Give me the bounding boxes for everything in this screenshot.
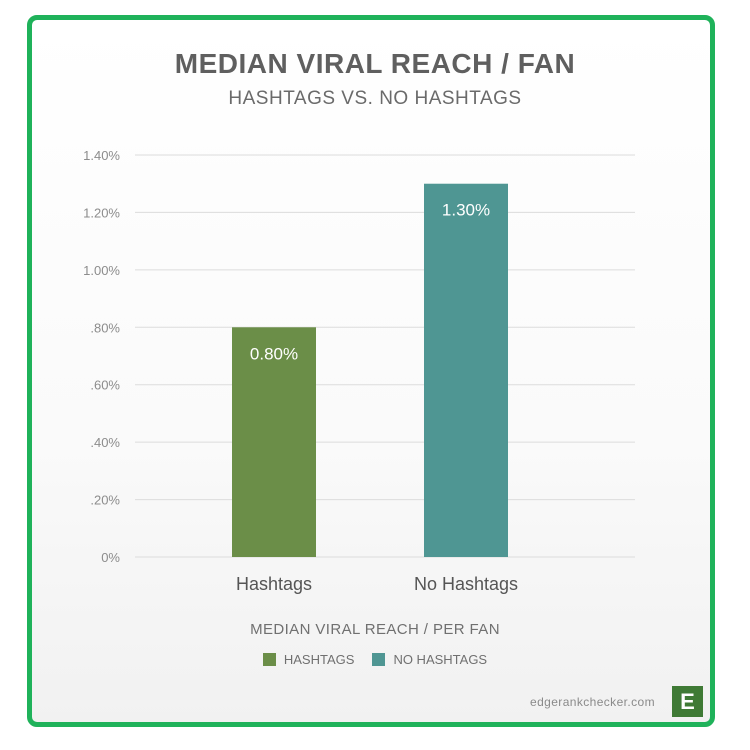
chart-frame bbox=[27, 15, 715, 727]
y-tick-label: .40% bbox=[90, 435, 120, 450]
gridlines bbox=[135, 154, 635, 558]
bar-no-hashtags bbox=[424, 183, 508, 557]
x-axis-ticks: Hashtags No Hashtags bbox=[236, 574, 518, 594]
legend: HASHTAGS NO HASHTAGS bbox=[0, 652, 750, 667]
y-tick-label: 1.20% bbox=[83, 205, 120, 220]
chart-title: MEDIAN VIRAL REACH / FAN bbox=[174, 48, 576, 79]
legend-swatch-no-hashtags bbox=[372, 653, 386, 666]
y-axis-ticks: 0% .20% .40% .60% .80% 1.00% 1.20% 1.40% bbox=[83, 148, 120, 565]
legend-title: MEDIAN VIRAL REACH / PER FAN bbox=[250, 621, 500, 638]
legend-item-no-hashtags: NO HASHTAGS bbox=[372, 652, 487, 667]
y-tick-label: 1.00% bbox=[83, 263, 120, 278]
y-tick-label: 1.40% bbox=[83, 148, 120, 163]
y-tick-label: .20% bbox=[90, 493, 120, 508]
x-tick-label: Hashtags bbox=[236, 574, 312, 594]
bars bbox=[232, 183, 508, 557]
legend-swatch-hashtags bbox=[262, 653, 276, 666]
source-text[interactable]: edgerankchecker.com bbox=[530, 695, 655, 709]
y-tick-label: .80% bbox=[90, 320, 120, 335]
edgerank-logo-icon[interactable]: E bbox=[672, 686, 703, 717]
x-tick-label: No Hashtags bbox=[414, 574, 518, 594]
bar-hashtags bbox=[232, 327, 316, 557]
bar-value-label: 1.30% bbox=[442, 201, 490, 220]
value-labels: 0.80% 1.30% bbox=[250, 201, 490, 364]
y-tick-label: 0% bbox=[101, 550, 120, 565]
chart-subtitle: HASHTAGS VS. NO HASHTAGS bbox=[228, 88, 522, 109]
legend-item-hashtags: HASHTAGS bbox=[262, 652, 355, 667]
bar-value-label: 0.80% bbox=[250, 344, 298, 363]
y-tick-label: .60% bbox=[90, 378, 120, 393]
legend-label-hashtags: HASHTAGS bbox=[283, 652, 355, 667]
legend-label-no-hashtags: NO HASHTAGS bbox=[393, 652, 488, 667]
